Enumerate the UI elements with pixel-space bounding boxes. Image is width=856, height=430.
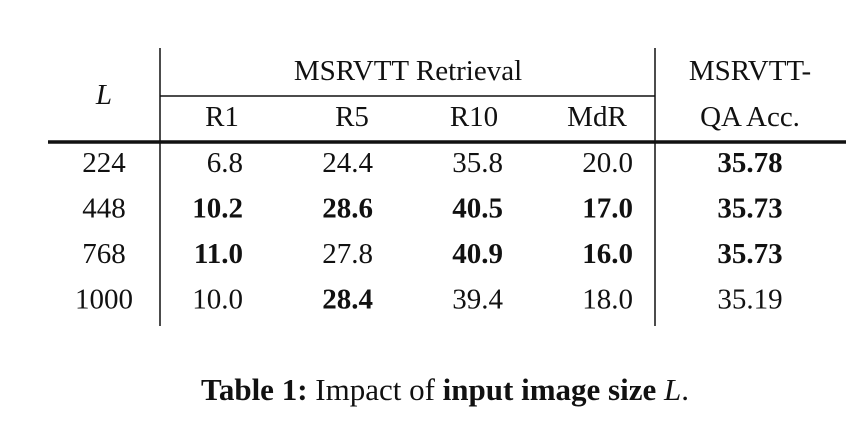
cell: 27.8 [322, 238, 373, 270]
cell: 11.0 [194, 238, 243, 270]
header-l: L [95, 79, 112, 111]
cell: 35.73 [717, 238, 782, 270]
cell: 28.4 [322, 284, 373, 316]
cell: 24.4 [322, 147, 373, 179]
table-body: 224 6.8 24.4 35.8 20.0 35.78 448 10.2 28.6 40.5 17… [75, 147, 783, 316]
caption-end: . [681, 372, 689, 407]
caption-var: L [663, 372, 681, 407]
caption-text: Impact of [315, 372, 435, 407]
cell: 6.8 [207, 147, 243, 179]
caption: Table 1: Impact of input image size L. [201, 372, 689, 407]
cell: 17.0 [582, 193, 633, 225]
header-col: R10 [450, 101, 498, 133]
header-qa: QA Acc. [700, 101, 800, 133]
cell: 35.8 [452, 147, 503, 179]
cell: 39.4 [452, 284, 503, 316]
cell: 35.19 [717, 284, 782, 316]
cell: 20.0 [582, 147, 633, 179]
header-group: MSRVTT Retrieval [294, 55, 522, 87]
cell: 16.0 [582, 238, 633, 270]
cell: 224 [82, 147, 126, 179]
header-col: R1 [205, 101, 239, 133]
cell: 40.9 [452, 238, 503, 270]
header-qa: MSRVTT- [689, 55, 811, 87]
cell: 10.0 [192, 284, 243, 316]
cell: 35.73 [717, 193, 782, 225]
caption-bold: input image size [443, 372, 657, 407]
cell: 35.78 [717, 147, 782, 179]
cell: 10.2 [192, 193, 243, 225]
cell: 1000 [75, 284, 133, 316]
caption-label: Table 1: [201, 372, 308, 407]
cell: 40.5 [452, 193, 503, 225]
header-col: R5 [335, 101, 369, 133]
cell: 448 [82, 193, 126, 225]
cell: 28.6 [322, 193, 373, 225]
cell: 768 [82, 238, 126, 270]
cell: 18.0 [582, 284, 633, 316]
header-col: MdR [567, 101, 627, 133]
